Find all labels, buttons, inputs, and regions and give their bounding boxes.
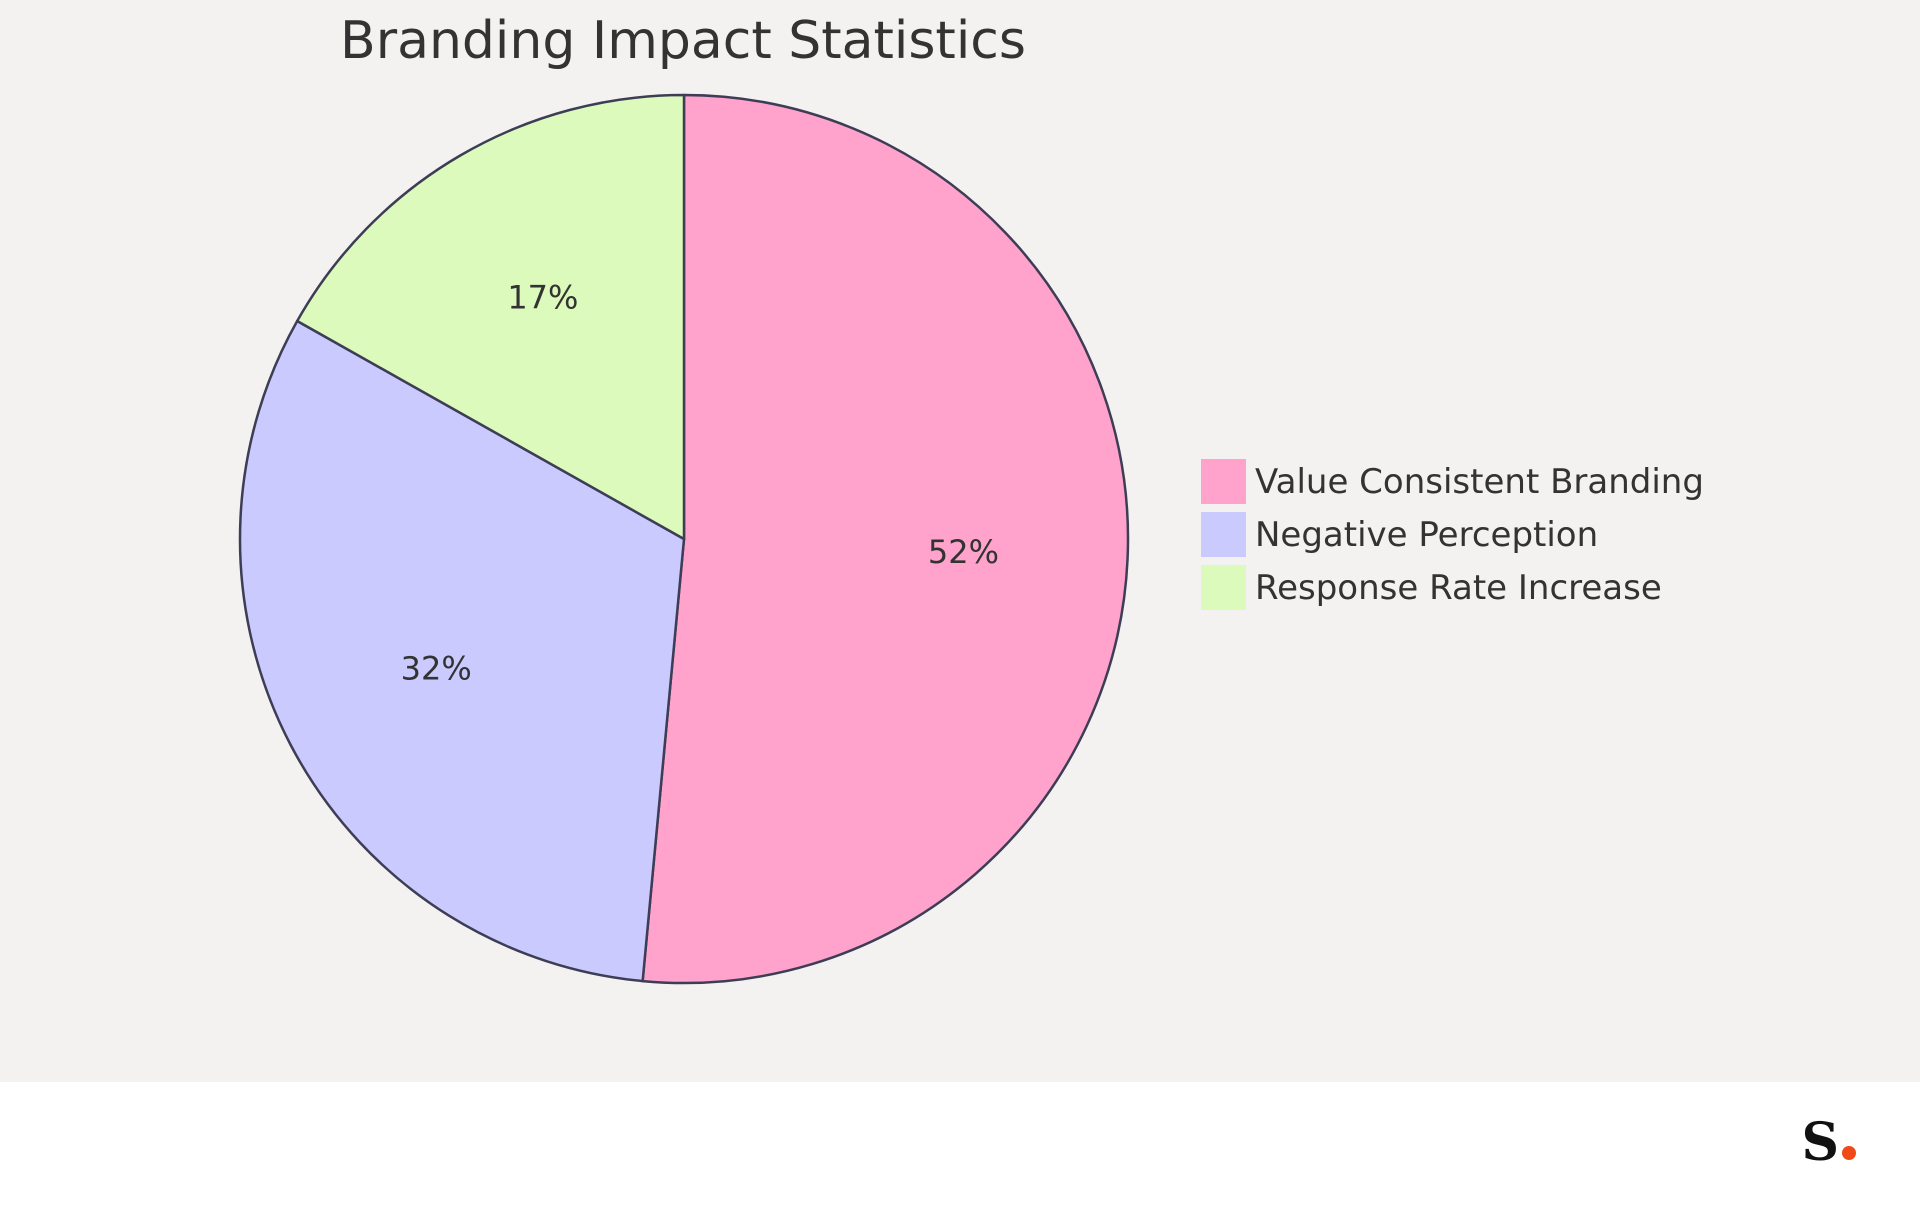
chart-area: Branding Impact Statistics 52% 32% 17% Val… bbox=[0, 0, 1920, 1082]
slice-label-negative-perception: 32% bbox=[401, 650, 472, 688]
legend: Value Consistent Branding Negative Percep… bbox=[1201, 459, 1704, 610]
slice-label-response-rate-increase: 17% bbox=[507, 278, 578, 316]
legend-swatch-value-consistent-branding bbox=[1201, 459, 1246, 504]
legend-swatch-response-rate-increase bbox=[1201, 565, 1246, 610]
brand-logo: S bbox=[1801, 1117, 1856, 1169]
pie-slice-labels: 52% 32% 17% bbox=[401, 278, 999, 687]
legend-label-negative-perception: Negative Perception bbox=[1255, 515, 1598, 555]
legend-swatch-negative-perception bbox=[1201, 512, 1246, 557]
footer: S bbox=[0, 1082, 1920, 1215]
pie-slices bbox=[238, 93, 1130, 985]
pie-slice-negative-perception bbox=[238, 319, 686, 983]
brand-logo-dot bbox=[1842, 1146, 1856, 1160]
legend-label-value-consistent-branding: Value Consistent Branding bbox=[1255, 462, 1704, 502]
pie-slice-response-rate-increase bbox=[295, 93, 686, 541]
pie-slice-value-consistent-branding bbox=[641, 93, 1130, 985]
chart-title: Branding Impact Statistics bbox=[340, 11, 1026, 71]
brand-logo-letter: S bbox=[1801, 1112, 1839, 1173]
pie-chart: Branding Impact Statistics 52% 32% 17% Val… bbox=[238, 11, 1704, 985]
legend-label-response-rate-increase: Response Rate Increase bbox=[1255, 568, 1662, 608]
slice-label-value-consistent-branding: 52% bbox=[928, 533, 999, 571]
